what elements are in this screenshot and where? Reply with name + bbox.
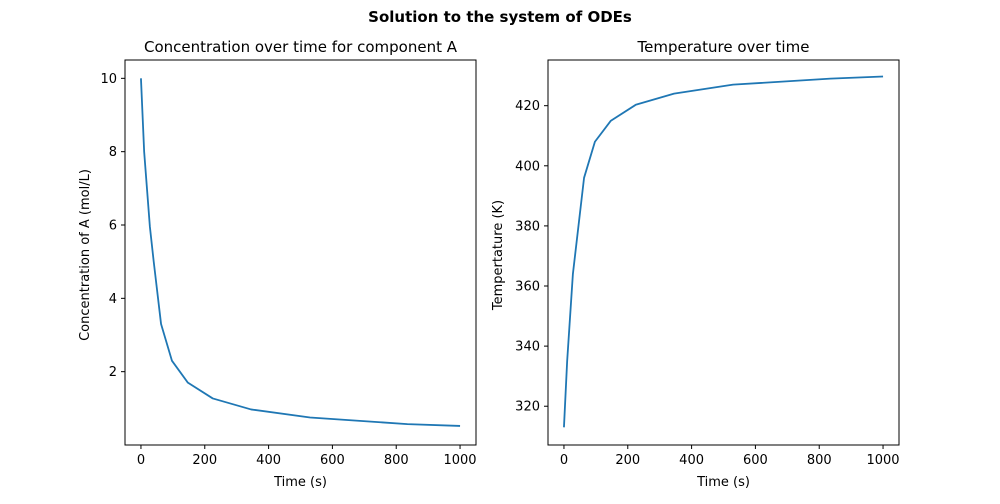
- concentration-y-tick-label: 6: [109, 219, 117, 234]
- temperature-y-tick-label: 320: [515, 400, 540, 415]
- concentration-axes-frame: [124, 59, 477, 446]
- concentration-y-tick-label: 4: [109, 292, 117, 307]
- temperature-x-tick-label: 400: [679, 453, 704, 468]
- temperature-y-tick-label: 360: [515, 280, 540, 295]
- temperature-x-tick-label: 1000: [866, 453, 899, 468]
- concentration-y-tick-label: 8: [109, 145, 117, 160]
- concentration-x-tick-label: 400: [256, 453, 281, 468]
- concentration-x-tick-label: 200: [192, 453, 217, 468]
- figure-suptitle: Solution to the system of ODEs: [368, 8, 632, 26]
- temperature-line: [563, 75, 884, 428]
- concentration-line: [140, 78, 461, 427]
- concentration-x-tick-label: 600: [320, 453, 345, 468]
- temperature-y-tick-label: 380: [515, 219, 540, 234]
- temperature-axes-frame: [547, 59, 900, 446]
- concentration-title: Concentration over time for component A: [144, 38, 458, 56]
- concentration-y-tick-label: 2: [109, 365, 117, 380]
- concentration-y-label: Concentration of A (mol/L): [78, 169, 93, 341]
- temperature-x-tick-label: 200: [615, 453, 640, 468]
- concentration-x-tick-label: 0: [137, 453, 145, 468]
- temperature-panel: Temperature over time Time (s) Tempertat…: [491, 38, 900, 490]
- concentration-x-tick-label: 1000: [443, 453, 476, 468]
- concentration-ticks: 0 200 400 600 800 1000 2 4 6 8 10: [100, 72, 476, 468]
- temperature-x-label: Time (s): [696, 475, 750, 490]
- temperature-y-label: Tempertature (K): [491, 200, 506, 311]
- temperature-title: Temperature over time: [637, 38, 810, 56]
- concentration-x-tick-label: 800: [384, 453, 409, 468]
- concentration-x-label: Time (s): [273, 475, 327, 490]
- concentration-y-tick-label: 10: [100, 72, 117, 87]
- temperature-y-tick-label: 400: [515, 159, 540, 174]
- temperature-x-tick-label: 0: [560, 453, 568, 468]
- temperature-y-tick-label: 420: [515, 99, 540, 114]
- temperature-x-tick-label: 600: [743, 453, 768, 468]
- temperature-y-tick-label: 340: [515, 340, 540, 355]
- temperature-x-tick-label: 800: [807, 453, 832, 468]
- temperature-ticks: 0 200 400 600 800 1000 320 340 360 380 400 420: [515, 99, 899, 468]
- concentration-panel: Concentration over time for component A …: [78, 38, 477, 490]
